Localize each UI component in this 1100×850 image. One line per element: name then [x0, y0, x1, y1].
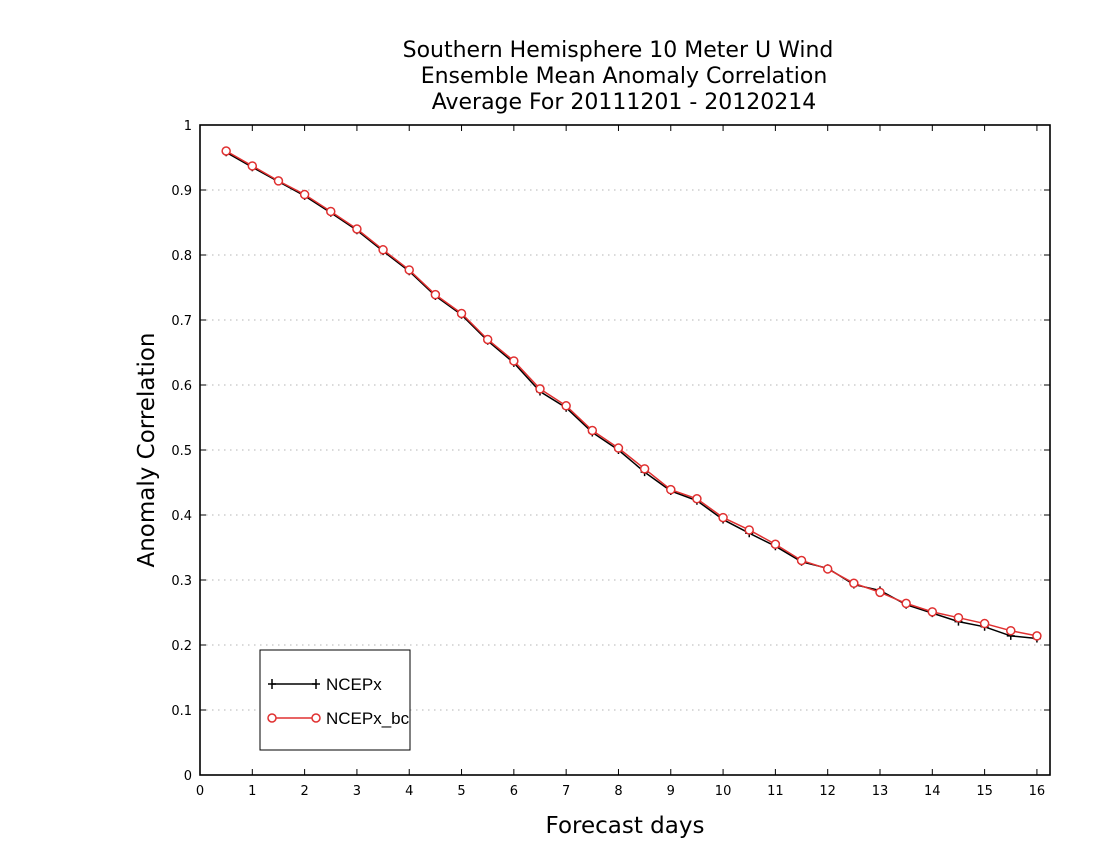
legend-label: NCEPx: [326, 675, 382, 694]
data-point: [1032, 631, 1042, 641]
y-axis: 0 0.1 0.2 0.3 0.4 0.5 0.6 0.7 0.8 0.9 1: [171, 119, 1050, 784]
data-point: [247, 161, 258, 171]
x-tick-label: 9: [667, 784, 675, 799]
data-point: [1006, 625, 1016, 636]
x-tick-label: 4: [405, 784, 413, 799]
data-point: [299, 189, 310, 200]
data-point: [535, 384, 545, 394]
data-point: [901, 598, 911, 609]
x-tick-label: 16: [1029, 784, 1046, 799]
data-point: [352, 224, 362, 234]
data-point: [796, 555, 807, 566]
y-tick-label: 0.3: [171, 574, 192, 589]
data-point: [979, 618, 990, 629]
legend-marker: [268, 679, 276, 689]
data-point: [744, 525, 754, 535]
y-tick-label: 0.7: [171, 314, 192, 329]
x-tick-label: 10: [715, 784, 732, 799]
x-tick-label: 3: [353, 784, 361, 799]
data-point: [430, 289, 441, 300]
x-tick-label: 13: [872, 784, 889, 799]
x-tick-label: 5: [457, 784, 465, 799]
data-point: [482, 334, 493, 345]
legend-label: NCEPx_bc: [326, 709, 410, 728]
data-point: [770, 539, 781, 549]
data-point: [927, 607, 938, 617]
data-point: [509, 356, 519, 366]
y-axis-title: Anomaly Correlation: [134, 332, 160, 567]
y-tick-label: 1: [184, 119, 192, 134]
data-point: [587, 425, 598, 436]
x-tick-label: 15: [976, 784, 993, 799]
y-tick-label: 0.4: [171, 509, 192, 524]
y-tick-label: 0.9: [171, 184, 192, 199]
legend-marker: [267, 713, 277, 723]
series-line: [225, 151, 1037, 640]
data-point: [404, 265, 414, 275]
data-point: [273, 176, 284, 186]
series-line: [225, 150, 1038, 637]
data-point: [561, 401, 571, 411]
legend-marker: [311, 713, 321, 723]
data-point: [849, 578, 859, 588]
data-point: [875, 587, 885, 598]
y-tick-label: 0.6: [171, 379, 192, 394]
data-point: [822, 564, 833, 574]
data-point: [639, 464, 650, 474]
legend-item: NCEPx: [268, 675, 382, 694]
y-tick-label: 0: [184, 769, 192, 784]
data-point: [953, 612, 964, 623]
y-tick-label: 0.5: [171, 444, 192, 459]
data-point: [378, 245, 388, 255]
data-point: [692, 494, 702, 504]
series-NCEPx_bc: [221, 146, 1042, 641]
series-NCEPx: [222, 148, 1041, 643]
legend-box: [259, 649, 411, 751]
data-point: [718, 512, 728, 523]
x-tick-label: 2: [300, 784, 308, 799]
x-tick-label: 1: [248, 784, 256, 799]
x-axis-title: Forecast days: [546, 813, 705, 839]
y-tick-label: 0.2: [171, 639, 192, 654]
x-tick-label: 7: [562, 784, 570, 799]
x-tick-label: 11: [767, 784, 784, 799]
data-point: [221, 146, 231, 156]
legend-item: NCEPx_bc: [267, 709, 410, 728]
y-tick-label: 0.1: [171, 704, 192, 719]
data-point: [613, 443, 624, 453]
x-tick-label: 12: [819, 784, 836, 799]
series-layer: [221, 146, 1042, 643]
title-line-3: Average For 20111201 - 20120214: [432, 90, 817, 115]
y-tick-label: 0.8: [171, 249, 192, 264]
title-line-1: Southern Hemisphere 10 Meter U Wind: [403, 38, 834, 63]
legend: NCEPx NCEPx_bc: [259, 649, 411, 751]
grid: [200, 189, 1050, 711]
x-tick-label: 6: [510, 784, 518, 799]
legend-marker: [312, 679, 320, 689]
chart-title: Southern Hemisphere 10 Meter U Wind Ense…: [403, 38, 834, 115]
data-point: [326, 206, 336, 217]
data-point: [666, 484, 676, 495]
title-line-2: Ensemble Mean Anomaly Correlation: [421, 64, 828, 89]
x-tick-label: 0: [196, 784, 204, 799]
data-point: [456, 308, 467, 319]
x-tick-label: 14: [924, 784, 941, 799]
x-tick-label: 8: [614, 784, 622, 799]
x-axis: 0 1 2 3 4 5 6 7 8 9 10 11 12 13 14 15 16: [196, 125, 1045, 799]
